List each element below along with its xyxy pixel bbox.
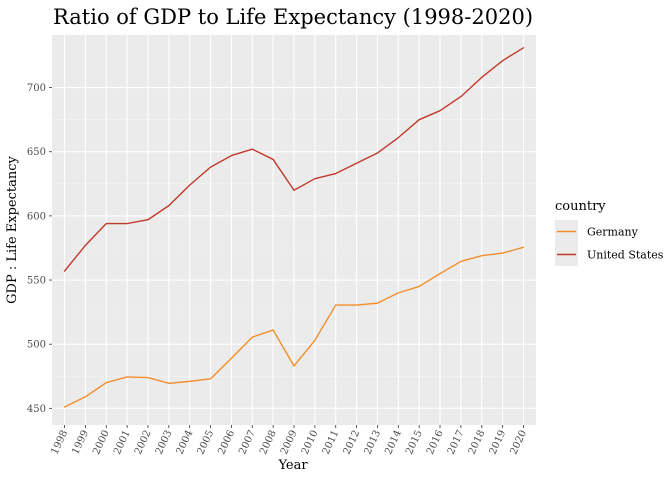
x-axis-ticks: 1998 1999 2000 2001 2002 2003 2004 2005 2006 2007… <box>50 425 529 456</box>
legend-label: United States <box>587 249 664 262</box>
x-axis-title: Year <box>277 458 308 473</box>
chart-title: Ratio of GDP to Life Expectancy (1998-20… <box>53 5 533 29</box>
y-tick-label: 450 <box>27 404 46 415</box>
y-axis-ticks: 450 500 550 600 650 700 <box>27 83 52 415</box>
y-axis-title: GDP : Life Expectancy <box>5 155 20 303</box>
series-line-united-states <box>63 47 525 272</box>
y-tick-label: 650 <box>27 147 46 158</box>
legend: country Germany United States <box>555 199 664 266</box>
legend-label: Germany <box>587 226 639 239</box>
legend-items: Germany United States <box>555 220 664 266</box>
y-tick-label: 600 <box>27 211 46 222</box>
legend-title: country <box>555 199 606 214</box>
grid-major <box>52 35 536 425</box>
y-tick-label: 700 <box>27 83 46 94</box>
y-tick-label: 550 <box>27 276 46 287</box>
series-lines <box>63 47 525 408</box>
series-line-germany <box>63 246 525 408</box>
y-tick-label: 500 <box>27 340 46 351</box>
